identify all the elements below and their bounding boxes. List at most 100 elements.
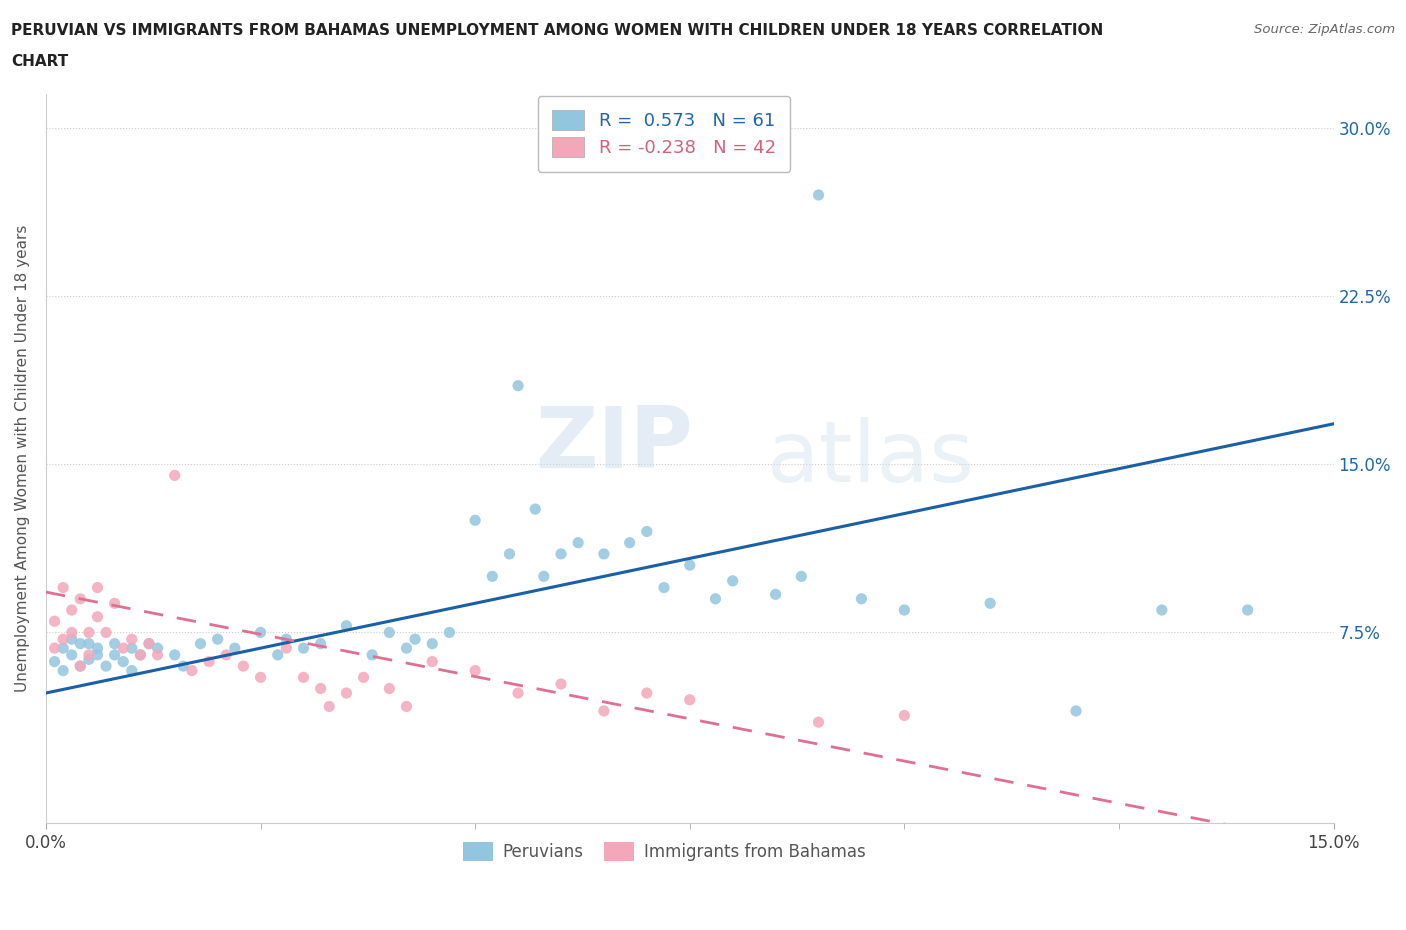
Point [77, 625, 100, 640]
Point [121, 631, 143, 646]
Point [704, 591, 727, 606]
Point [52, 580, 75, 595]
Point [232, 658, 254, 673]
Point [439, 625, 461, 640]
Point [893, 603, 915, 618]
Point [112, 641, 135, 656]
Point [94, 658, 117, 673]
Point [1236, 603, 1258, 618]
Point [207, 631, 229, 646]
Point [198, 654, 221, 669]
Point [172, 658, 194, 673]
Point [292, 641, 315, 656]
Point [807, 715, 830, 730]
Point [619, 536, 641, 551]
Point [464, 663, 486, 678]
Point [60, 603, 83, 618]
Point [138, 636, 160, 651]
Point [353, 670, 375, 684]
Point [378, 681, 401, 696]
Point [267, 647, 290, 662]
Point [721, 574, 744, 589]
Point [567, 536, 589, 551]
Point [215, 647, 238, 662]
Point [94, 625, 117, 640]
Point [69, 636, 91, 651]
Point [104, 636, 127, 651]
Point [52, 641, 75, 656]
Point [249, 625, 271, 640]
Point [52, 631, 75, 646]
Point [550, 677, 572, 692]
Point [765, 587, 787, 602]
Point [593, 547, 616, 562]
Point [550, 547, 572, 562]
Point [60, 647, 83, 662]
Point [276, 641, 298, 656]
Point [506, 379, 529, 393]
Point [309, 681, 332, 696]
Point [524, 501, 547, 516]
Text: Source: ZipAtlas.com: Source: ZipAtlas.com [1254, 23, 1395, 36]
Point [77, 652, 100, 667]
Text: PERUVIAN VS IMMIGRANTS FROM BAHAMAS UNEMPLOYMENT AMONG WOMEN WITH CHILDREN UNDER: PERUVIAN VS IMMIGRANTS FROM BAHAMAS UNEM… [11, 23, 1104, 38]
Point [506, 685, 529, 700]
Point [86, 641, 108, 656]
Point [679, 692, 702, 707]
Point [190, 636, 212, 651]
Point [335, 618, 357, 633]
Point [44, 641, 66, 656]
Point [121, 641, 143, 656]
Point [636, 685, 658, 700]
Point [464, 512, 486, 527]
Point [498, 547, 520, 562]
Text: atlas: atlas [768, 417, 974, 500]
Point [86, 580, 108, 595]
Point [129, 647, 152, 662]
Point [86, 647, 108, 662]
Point [77, 636, 100, 651]
Point [77, 647, 100, 662]
Legend: Peruvians, Immigrants from Bahamas: Peruvians, Immigrants from Bahamas [454, 834, 873, 870]
Point [679, 558, 702, 573]
Point [420, 654, 443, 669]
Point [593, 703, 616, 718]
Point [180, 663, 202, 678]
Point [420, 636, 443, 651]
Point [318, 699, 340, 714]
Point [979, 596, 1001, 611]
Point [481, 569, 503, 584]
Point [1064, 703, 1087, 718]
Point [224, 641, 246, 656]
Point [112, 654, 135, 669]
Point [807, 188, 830, 203]
Point [361, 647, 384, 662]
Point [652, 580, 675, 595]
Point [44, 654, 66, 669]
Point [146, 647, 169, 662]
Point [1150, 603, 1173, 618]
Point [69, 658, 91, 673]
Point [851, 591, 873, 606]
Point [276, 631, 298, 646]
Text: CHART: CHART [11, 54, 69, 69]
Point [60, 631, 83, 646]
Y-axis label: Unemployment Among Women with Children Under 18 years: Unemployment Among Women with Children U… [15, 225, 30, 692]
Point [44, 614, 66, 629]
Point [69, 591, 91, 606]
Point [335, 685, 357, 700]
Point [790, 569, 813, 584]
Point [121, 663, 143, 678]
Point [69, 658, 91, 673]
Point [104, 596, 127, 611]
Text: ZIP: ZIP [536, 403, 693, 485]
Point [395, 699, 418, 714]
Point [309, 636, 332, 651]
Point [533, 569, 555, 584]
Point [104, 647, 127, 662]
Point [378, 625, 401, 640]
Point [129, 647, 152, 662]
Point [893, 708, 915, 723]
Point [292, 670, 315, 684]
Point [138, 636, 160, 651]
